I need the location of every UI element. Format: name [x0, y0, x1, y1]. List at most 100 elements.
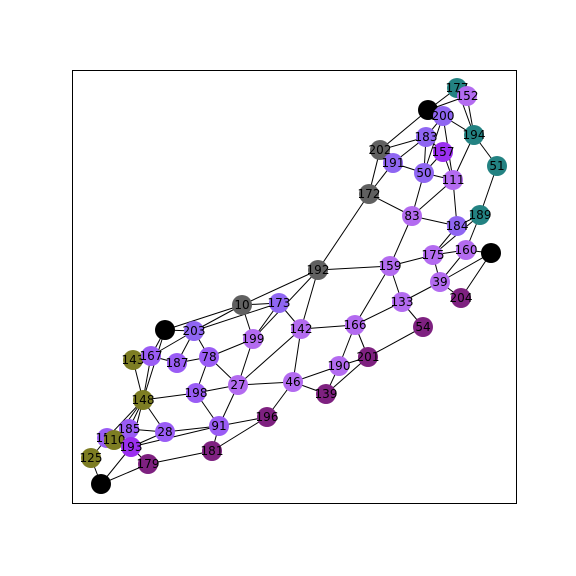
node-175: 175	[422, 245, 445, 265]
node-label: 159	[379, 259, 402, 273]
node-circle	[119, 419, 139, 439]
node-196: 196	[256, 407, 279, 427]
edge-173-203	[193, 302, 280, 332]
node-label: 125	[80, 451, 103, 465]
node-label: 166	[344, 318, 367, 332]
node-91: 91	[209, 416, 229, 436]
node-circle	[416, 127, 436, 147]
node-circle	[457, 86, 477, 106]
node-201: 201	[357, 347, 379, 367]
node-circle	[186, 383, 206, 403]
node-label: 181	[201, 444, 224, 458]
node-circle	[383, 153, 403, 173]
node-circle	[199, 347, 219, 367]
node-label: 139	[315, 387, 338, 401]
node-184: 184	[446, 216, 469, 236]
node-167: 167	[140, 346, 162, 366]
node-51: 51	[487, 156, 507, 176]
node-label: 204	[450, 291, 473, 305]
node-172: 172	[358, 184, 381, 204]
node-label: 54	[415, 320, 430, 334]
node-circle	[123, 350, 143, 370]
node-b3	[155, 320, 175, 340]
node-label: 148	[132, 393, 155, 407]
edge-91-193	[130, 425, 220, 448]
node-194: 194	[463, 125, 485, 145]
node-circle	[359, 184, 379, 204]
node-circle	[269, 293, 289, 313]
node-111: 111	[442, 170, 464, 190]
node-label: 189	[469, 208, 492, 222]
node-label: 185	[118, 422, 141, 436]
node-circle	[358, 347, 378, 367]
node-circle	[155, 422, 175, 442]
node-label: 133	[391, 295, 414, 309]
node-179: 179	[137, 454, 159, 474]
edge-159-166	[354, 265, 391, 326]
node-circle	[243, 329, 263, 349]
node-185: 185	[118, 419, 141, 439]
node-label: 203	[183, 324, 206, 338]
node-circle	[433, 142, 453, 162]
node-133: 133	[391, 292, 414, 312]
node-190: 190	[328, 356, 351, 376]
node-circle	[470, 205, 490, 225]
edge-181-179	[147, 450, 213, 465]
node-circle	[228, 375, 248, 395]
node-78: 78	[199, 347, 219, 367]
node-202: 202	[369, 140, 391, 160]
node-circle	[456, 240, 476, 260]
node-label: 51	[489, 159, 504, 173]
node-label: 78	[201, 350, 216, 364]
node-circle	[257, 407, 277, 427]
node-circle	[316, 384, 336, 404]
node-circle	[141, 346, 161, 366]
node-191: 191	[382, 153, 405, 173]
node-label: 187	[166, 356, 189, 370]
graph-frame	[72, 70, 517, 504]
node-label: 175	[422, 248, 445, 262]
node-label: 190	[328, 359, 351, 373]
node-173: 173	[268, 293, 290, 313]
node-139: 139	[315, 384, 338, 404]
node-circle	[329, 356, 349, 376]
node-label: 39	[432, 275, 447, 289]
node-circle	[402, 206, 422, 226]
node-83: 83	[402, 206, 422, 226]
edge-192-142	[300, 269, 319, 330]
node-label: 196	[256, 410, 279, 424]
edge-196-181	[211, 416, 268, 452]
node-b4	[91, 474, 111, 494]
node-label: 143	[122, 353, 145, 367]
node-circle	[451, 288, 471, 308]
node-circle	[430, 272, 450, 292]
node-circle	[380, 256, 400, 276]
node-circle	[392, 292, 412, 312]
node-label: 184	[446, 219, 469, 233]
node-label: 172	[358, 187, 381, 201]
node-143: 143	[122, 350, 145, 370]
node-50: 50	[414, 163, 434, 183]
node-label: 28	[157, 425, 172, 439]
node-circle	[81, 448, 101, 468]
node-circle	[155, 320, 175, 340]
node-circle	[91, 474, 111, 494]
node-circle	[121, 437, 141, 457]
node-142: 142	[290, 319, 313, 339]
node-circle	[433, 106, 453, 126]
edge-200-50	[423, 115, 444, 174]
node-label: 50	[416, 166, 431, 180]
node-110: 110	[103, 430, 125, 450]
node-label: 160	[455, 243, 478, 257]
node-circle	[291, 319, 311, 339]
node-label: 191	[382, 156, 405, 170]
node-label: 142	[290, 322, 313, 336]
edge-172-192	[317, 193, 370, 271]
node-label: 91	[211, 419, 226, 433]
node-circle	[370, 140, 390, 160]
node-204: 204	[450, 288, 473, 308]
node-125: 125	[80, 448, 103, 468]
node-b2	[481, 243, 501, 263]
